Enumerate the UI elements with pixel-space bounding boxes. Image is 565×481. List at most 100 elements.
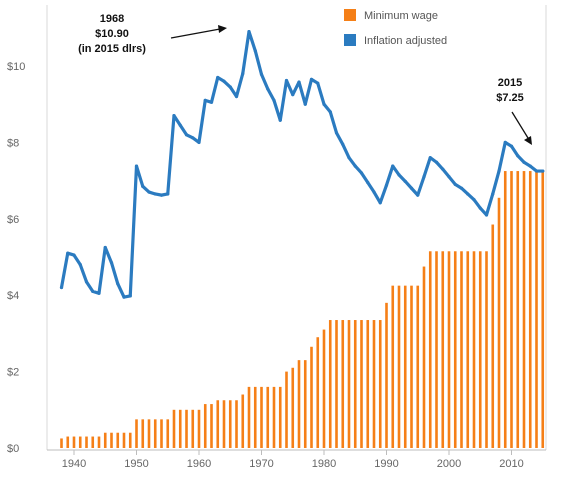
bar <box>322 329 326 448</box>
line-point <box>191 136 195 140</box>
y-tick-label: $10 <box>7 61 25 73</box>
line-point <box>353 164 357 168</box>
bar <box>266 386 270 448</box>
bar <box>497 197 501 448</box>
line-point <box>503 140 507 144</box>
line-point <box>522 160 526 164</box>
x-tick-label: 2010 <box>499 458 523 470</box>
line-point <box>109 261 114 265</box>
bar <box>353 320 357 448</box>
inflation-adjusted-line <box>59 30 545 299</box>
bar <box>153 419 157 448</box>
annotation-2015-value: $7.25 <box>496 92 524 104</box>
bar <box>397 285 401 448</box>
line-point <box>484 213 489 217</box>
bar <box>147 419 151 448</box>
bar <box>78 436 82 448</box>
bar <box>472 251 476 448</box>
bar <box>416 285 420 448</box>
line-point <box>397 173 401 177</box>
bar <box>528 171 532 449</box>
line-point <box>84 280 89 284</box>
bar <box>128 432 132 448</box>
bar <box>172 409 176 448</box>
bar <box>191 409 195 448</box>
line-point <box>97 291 101 295</box>
bar <box>503 171 507 449</box>
bar <box>460 251 463 448</box>
bar <box>85 436 88 448</box>
line-point <box>291 93 295 97</box>
line-point <box>197 140 201 144</box>
line-point <box>341 142 345 146</box>
line-point <box>216 75 220 80</box>
line-point <box>409 186 414 190</box>
line-point <box>141 184 145 188</box>
line-point <box>203 98 207 102</box>
line-point <box>172 114 176 118</box>
line-point <box>447 175 451 179</box>
bar <box>241 394 245 448</box>
bar <box>203 404 207 448</box>
y-tick-label: $8 <box>7 137 19 149</box>
bar <box>522 171 526 449</box>
legend-swatch-minimum-wage <box>344 9 356 21</box>
legend: Minimum wage Inflation adjusted <box>344 9 447 47</box>
line-point <box>497 169 501 173</box>
line-point <box>347 156 351 160</box>
bar <box>478 251 482 448</box>
line-point <box>441 167 445 171</box>
bar <box>160 419 163 448</box>
line-point <box>103 245 107 250</box>
bar <box>110 432 113 448</box>
line-point <box>222 79 226 83</box>
bar <box>366 320 370 448</box>
bar <box>316 337 320 448</box>
line-point <box>416 193 420 197</box>
bar <box>285 371 288 448</box>
line-point <box>284 78 289 83</box>
line-point <box>334 131 339 135</box>
bar <box>422 266 426 448</box>
x-tick-label: 1990 <box>374 458 398 470</box>
annotation-1968-value: $10.90 <box>95 28 129 40</box>
bar <box>260 386 263 448</box>
line-point <box>322 102 326 106</box>
bar <box>435 251 438 448</box>
bar <box>210 404 213 448</box>
annotation-2015-year: 2015 <box>498 77 522 89</box>
bar <box>303 360 307 448</box>
bar <box>66 436 70 448</box>
line-point <box>134 164 139 168</box>
line-point <box>66 251 70 255</box>
bar <box>491 224 495 448</box>
bar <box>347 320 351 448</box>
line-point <box>459 186 464 190</box>
annotation-2015-arrow-line <box>511 111 529 139</box>
annotation-1968-arrow-head <box>218 25 227 33</box>
bar <box>197 409 201 448</box>
annotation-1968-year: 1968 <box>100 13 124 25</box>
legend-label-inflation-adjusted: Inflation adjusted <box>364 35 447 47</box>
line-point <box>184 133 189 137</box>
line-point <box>147 190 151 194</box>
bar <box>247 386 251 448</box>
line-point <box>272 98 276 102</box>
bar <box>328 320 332 448</box>
bar <box>360 320 363 448</box>
bar <box>516 171 520 449</box>
bar <box>166 419 170 448</box>
line-point <box>328 110 332 114</box>
annotation-2015: 2015 $7.25 <box>496 77 532 145</box>
bar <box>253 386 257 448</box>
bar <box>216 400 220 448</box>
line-point <box>253 49 257 53</box>
line-point <box>266 87 270 91</box>
bar <box>103 432 107 448</box>
line-point <box>453 182 457 187</box>
bar <box>272 386 276 448</box>
line-point <box>384 183 389 187</box>
x-axis: 1940 1950 1960 1970 1980 1990 2000 2010 <box>62 450 524 470</box>
line-point <box>403 179 407 183</box>
